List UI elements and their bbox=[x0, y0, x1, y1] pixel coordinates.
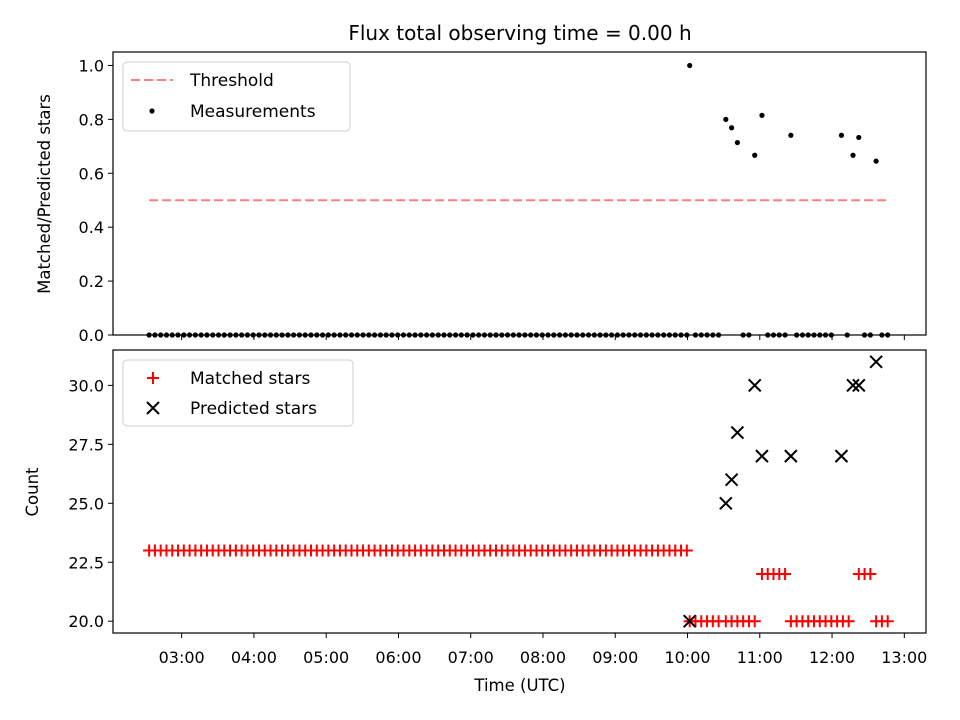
predicted-star-marker bbox=[784, 449, 798, 463]
x-tick-label: 03:00 bbox=[159, 648, 205, 667]
predicted-star-marker bbox=[834, 449, 849, 463]
x-tick-label: 11:00 bbox=[737, 648, 783, 667]
count-y-axis-label: Count bbox=[23, 467, 42, 517]
y-tick-label: 27.5 bbox=[68, 435, 104, 454]
count-plot-frame bbox=[112, 349, 927, 634]
matched-star-marker bbox=[680, 544, 693, 557]
predicted-star-marker bbox=[846, 378, 860, 393]
count-y-ticks: 20.0 22.5 25.0 27.5 30.0 bbox=[68, 376, 113, 631]
x-tick-label: 05:00 bbox=[303, 648, 349, 667]
x-tick-label: 07:00 bbox=[448, 648, 494, 667]
predicted-star-marker bbox=[852, 378, 866, 393]
y-tick-label: 0.2 bbox=[79, 272, 104, 291]
chart-title: Flux total observing time = 0.00 h bbox=[348, 21, 691, 45]
matched-star-marker bbox=[842, 615, 855, 628]
measurement-point bbox=[734, 139, 740, 146]
predicted-stars-series bbox=[682, 355, 883, 628]
measurement-point bbox=[729, 125, 735, 131]
matched-star-marker bbox=[864, 568, 877, 581]
measurement-point bbox=[759, 112, 765, 118]
legend-threshold-label: Threshold bbox=[189, 71, 274, 91]
count-panel: 20.0 22.5 25.0 27.5 30.0 03:00 04:00 05:00 06:0… bbox=[23, 349, 927, 667]
ratio-y-axis-label: Matched/Predicted stars bbox=[35, 94, 54, 294]
y-tick-label: 22.5 bbox=[68, 553, 104, 572]
ratio-y-ticks: 0.0 0.2 0.4 0.6 0.8 1.0 bbox=[79, 56, 113, 345]
x-tick-label: 13:00 bbox=[881, 648, 927, 667]
ratio-plot-frame bbox=[112, 51, 927, 336]
measurement-point bbox=[752, 152, 758, 158]
y-tick-label: 20.0 bbox=[68, 612, 104, 631]
matched-star-marker bbox=[779, 568, 792, 581]
predicted-star-marker bbox=[682, 614, 697, 628]
x-tick-label: 04:00 bbox=[231, 648, 277, 667]
legend-measurements-label: Measurements bbox=[190, 102, 316, 122]
legend-matched-swatch bbox=[147, 372, 159, 384]
count-legend: Matched stars Predicted stars bbox=[122, 359, 354, 427]
measurement-point bbox=[723, 116, 729, 122]
y-tick-label: 0.8 bbox=[79, 110, 104, 129]
measurement-point bbox=[850, 152, 856, 158]
x-tick-label: 08:00 bbox=[520, 648, 566, 667]
x-tick-label: 06:00 bbox=[375, 648, 421, 667]
predicted-star-marker bbox=[869, 355, 883, 369]
y-tick-label: 30.0 bbox=[68, 376, 104, 395]
y-tick-label: 1.0 bbox=[79, 56, 104, 75]
predicted-star-marker bbox=[719, 496, 733, 510]
predicted-star-marker bbox=[724, 473, 739, 487]
matched-star-marker bbox=[748, 615, 761, 628]
y-tick-label: 0.0 bbox=[79, 326, 104, 345]
legend-predicted-swatch bbox=[146, 401, 160, 415]
legend-predicted-label: Predicted stars bbox=[190, 399, 317, 419]
ratio-legend-box bbox=[122, 61, 351, 132]
measurement-point bbox=[687, 62, 693, 69]
y-tick-label: 25.0 bbox=[68, 494, 104, 513]
ratio-legend: Threshold Measurements bbox=[122, 61, 351, 132]
count-x-ticks: 03:00 04:00 05:00 06:00 07:00 08:00 09:00 10:00… bbox=[159, 633, 927, 667]
x-tick-label: 12:00 bbox=[809, 648, 855, 667]
measurement-point bbox=[838, 132, 845, 138]
x-tick-label: 10:00 bbox=[664, 648, 710, 667]
legend-measurements-swatch bbox=[149, 108, 155, 114]
y-tick-label: 0.4 bbox=[79, 218, 104, 237]
measurement-point bbox=[788, 132, 794, 138]
x-axis-label: Time (UTC) bbox=[473, 676, 565, 695]
y-tick-label: 0.6 bbox=[79, 164, 104, 183]
legend-matched-label: Matched stars bbox=[190, 369, 310, 389]
count-legend-box bbox=[122, 359, 354, 427]
predicted-star-marker bbox=[730, 425, 745, 440]
predicted-star-marker bbox=[748, 378, 762, 393]
measurement-point bbox=[856, 134, 862, 141]
matched-stars-series bbox=[143, 544, 894, 628]
measurement-point bbox=[873, 158, 879, 164]
ratio-panel: 0.0 0.2 0.4 0.6 0.8 1.0 Matched/Predicted sta… bbox=[35, 51, 927, 345]
predicted-star-marker bbox=[755, 449, 769, 463]
matched-star-marker bbox=[881, 615, 894, 628]
x-tick-label: 09:00 bbox=[592, 648, 638, 667]
